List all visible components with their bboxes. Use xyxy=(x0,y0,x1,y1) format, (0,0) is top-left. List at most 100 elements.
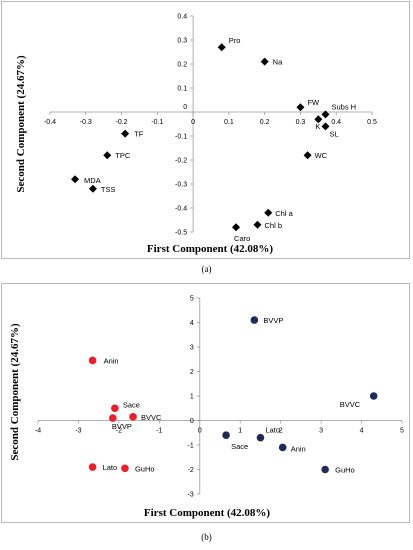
point-label: FW xyxy=(307,98,320,107)
point-label: Lato xyxy=(265,426,280,435)
x-tick-label: -0.3 xyxy=(80,119,92,126)
data-point-diamond xyxy=(217,43,226,52)
point-label: Chl b xyxy=(265,221,283,230)
point-label: K xyxy=(315,122,320,131)
data-point-diamond xyxy=(232,223,241,232)
data-point-diamond xyxy=(296,103,305,112)
point-label: Anin xyxy=(104,356,119,365)
point-label: Lato xyxy=(103,463,118,472)
data-point-diamond xyxy=(103,151,112,160)
point-label: MDA xyxy=(84,176,101,185)
x-tick-label: 0.4 xyxy=(331,119,341,126)
point-label: TF xyxy=(134,130,144,139)
x-tick-label: 0.3 xyxy=(296,119,306,126)
x-tick-label: -0.1 xyxy=(151,119,163,126)
data-point-diamond xyxy=(88,184,97,193)
point-label: GuHo xyxy=(335,466,355,475)
point-label: TPC xyxy=(115,151,131,160)
data-point-diamond xyxy=(321,110,330,119)
data-point-diamond xyxy=(121,129,130,138)
y-tick-label: -3 xyxy=(188,492,194,499)
y-axis-title: Second Component (24.67%) xyxy=(9,323,21,461)
data-point-blue xyxy=(278,443,287,452)
data-point-blue xyxy=(256,433,265,442)
x-tick-label: -0.4 xyxy=(44,119,56,126)
point-label: Sace xyxy=(123,400,140,409)
point-label: Chl a xyxy=(275,209,293,218)
x-tick-label: 0.5 xyxy=(367,119,377,126)
data-point-red xyxy=(88,463,97,471)
caption-a: (a) xyxy=(201,264,212,274)
data-point-diamond xyxy=(321,122,330,131)
data-point-blue xyxy=(369,392,378,400)
point-label: TSS xyxy=(101,185,116,194)
y-axis-title: Second Component (24.67%) xyxy=(15,55,27,193)
y-tick-label: -1 xyxy=(188,443,194,450)
x-tick-label: 5 xyxy=(400,428,404,435)
x-tick-label: -4 xyxy=(35,428,41,435)
y-tick-label: 0.4 xyxy=(177,14,187,21)
y-tick-label: 0.3 xyxy=(177,38,187,45)
y-tick-label: -2 xyxy=(188,467,194,474)
data-point-blue xyxy=(250,316,259,324)
y-tick-label: 3 xyxy=(190,345,194,352)
y-tick-label: 0 xyxy=(190,418,194,425)
y-tick-label: 0.1 xyxy=(177,86,187,93)
scatter-plot-b: -4 -3 -2 -1 0 1 2 3 4 5 -3 -2 -1 0 1 2 3 4 5 Anin Sace BVVP BV… xyxy=(9,296,404,520)
data-point-diamond xyxy=(303,151,312,160)
data-point-diamond xyxy=(253,220,262,229)
y-tick-label: 5 xyxy=(190,296,194,303)
data-point-red xyxy=(111,404,119,413)
y-tick-label: 2 xyxy=(190,369,194,376)
y-tick-label: -0.4 xyxy=(175,206,187,213)
x-tick-label: -0.2 xyxy=(116,119,128,126)
point-label: Pro xyxy=(229,36,241,45)
scatter-plot-a: -0.4 -0.3 -0.2 -0.1 0 0.1 0.2 0.3 0.4 0.5 -0.5 -0.4… xyxy=(15,14,377,256)
y-tick-label: 4 xyxy=(190,320,194,327)
point-label: Subs H xyxy=(331,102,356,111)
x-tick-label: 3 xyxy=(319,428,323,435)
x-tick-label: 0.1 xyxy=(224,119,234,126)
x-axis-title: First Component (42.08%) xyxy=(144,507,271,519)
x-tick-label: 4 xyxy=(360,428,364,435)
data-point-diamond xyxy=(260,57,269,66)
caption-b: (b) xyxy=(201,532,212,542)
x-axis-title: First Component (42.08%) xyxy=(147,243,274,255)
data-point-blue xyxy=(222,431,230,439)
point-label: BVVC xyxy=(340,400,361,409)
point-label: BVVP xyxy=(112,422,132,431)
point-label: Na xyxy=(273,58,283,67)
data-point-diamond xyxy=(314,115,323,124)
data-point-diamond xyxy=(264,208,273,217)
x-tick-label: 1 xyxy=(238,428,242,435)
data-point-red xyxy=(109,414,117,422)
y-tick-label: -0.2 xyxy=(175,158,187,165)
x-tick-label: 2 xyxy=(279,428,283,435)
point-label: Caro xyxy=(234,234,250,243)
panel-b: -4 -3 -2 -1 0 1 2 3 4 5 -3 -2 -1 0 1 2 3 4 5 Anin Sace BVVP BV… xyxy=(1,283,410,523)
y-tick-label: 0 xyxy=(183,104,187,111)
data-point-red xyxy=(88,356,97,365)
x-tick-label: 0 xyxy=(198,428,202,435)
point-label: Anin xyxy=(291,444,306,453)
y-tick-label: -0.1 xyxy=(175,134,187,141)
data-point-red xyxy=(129,413,137,421)
point-label: BVVP xyxy=(263,316,283,325)
x-tick-label: 0 xyxy=(191,119,195,126)
y-tick-label: 0.2 xyxy=(177,62,187,69)
data-point-red xyxy=(121,464,129,473)
x-tick-label: -1 xyxy=(156,428,162,435)
y-tick-label: -0.5 xyxy=(175,230,187,237)
point-label: GuHo xyxy=(135,464,155,473)
x-tick-label: -3 xyxy=(75,428,81,435)
data-point-blue xyxy=(321,465,329,474)
panel-a: -0.4 -0.3 -0.2 -0.1 0 0.1 0.2 0.3 0.4 0.5 -0.5 -0.4… xyxy=(1,1,410,259)
point-label: Sace xyxy=(231,442,248,451)
x-tick-label: -2 xyxy=(116,428,122,435)
point-label: SL xyxy=(329,129,338,138)
point-label: BVVC xyxy=(141,413,162,422)
point-label: WC xyxy=(315,151,328,160)
data-point-diamond xyxy=(71,175,80,184)
y-tick-label: -0.3 xyxy=(175,182,187,189)
y-tick-label: 1 xyxy=(190,394,194,401)
